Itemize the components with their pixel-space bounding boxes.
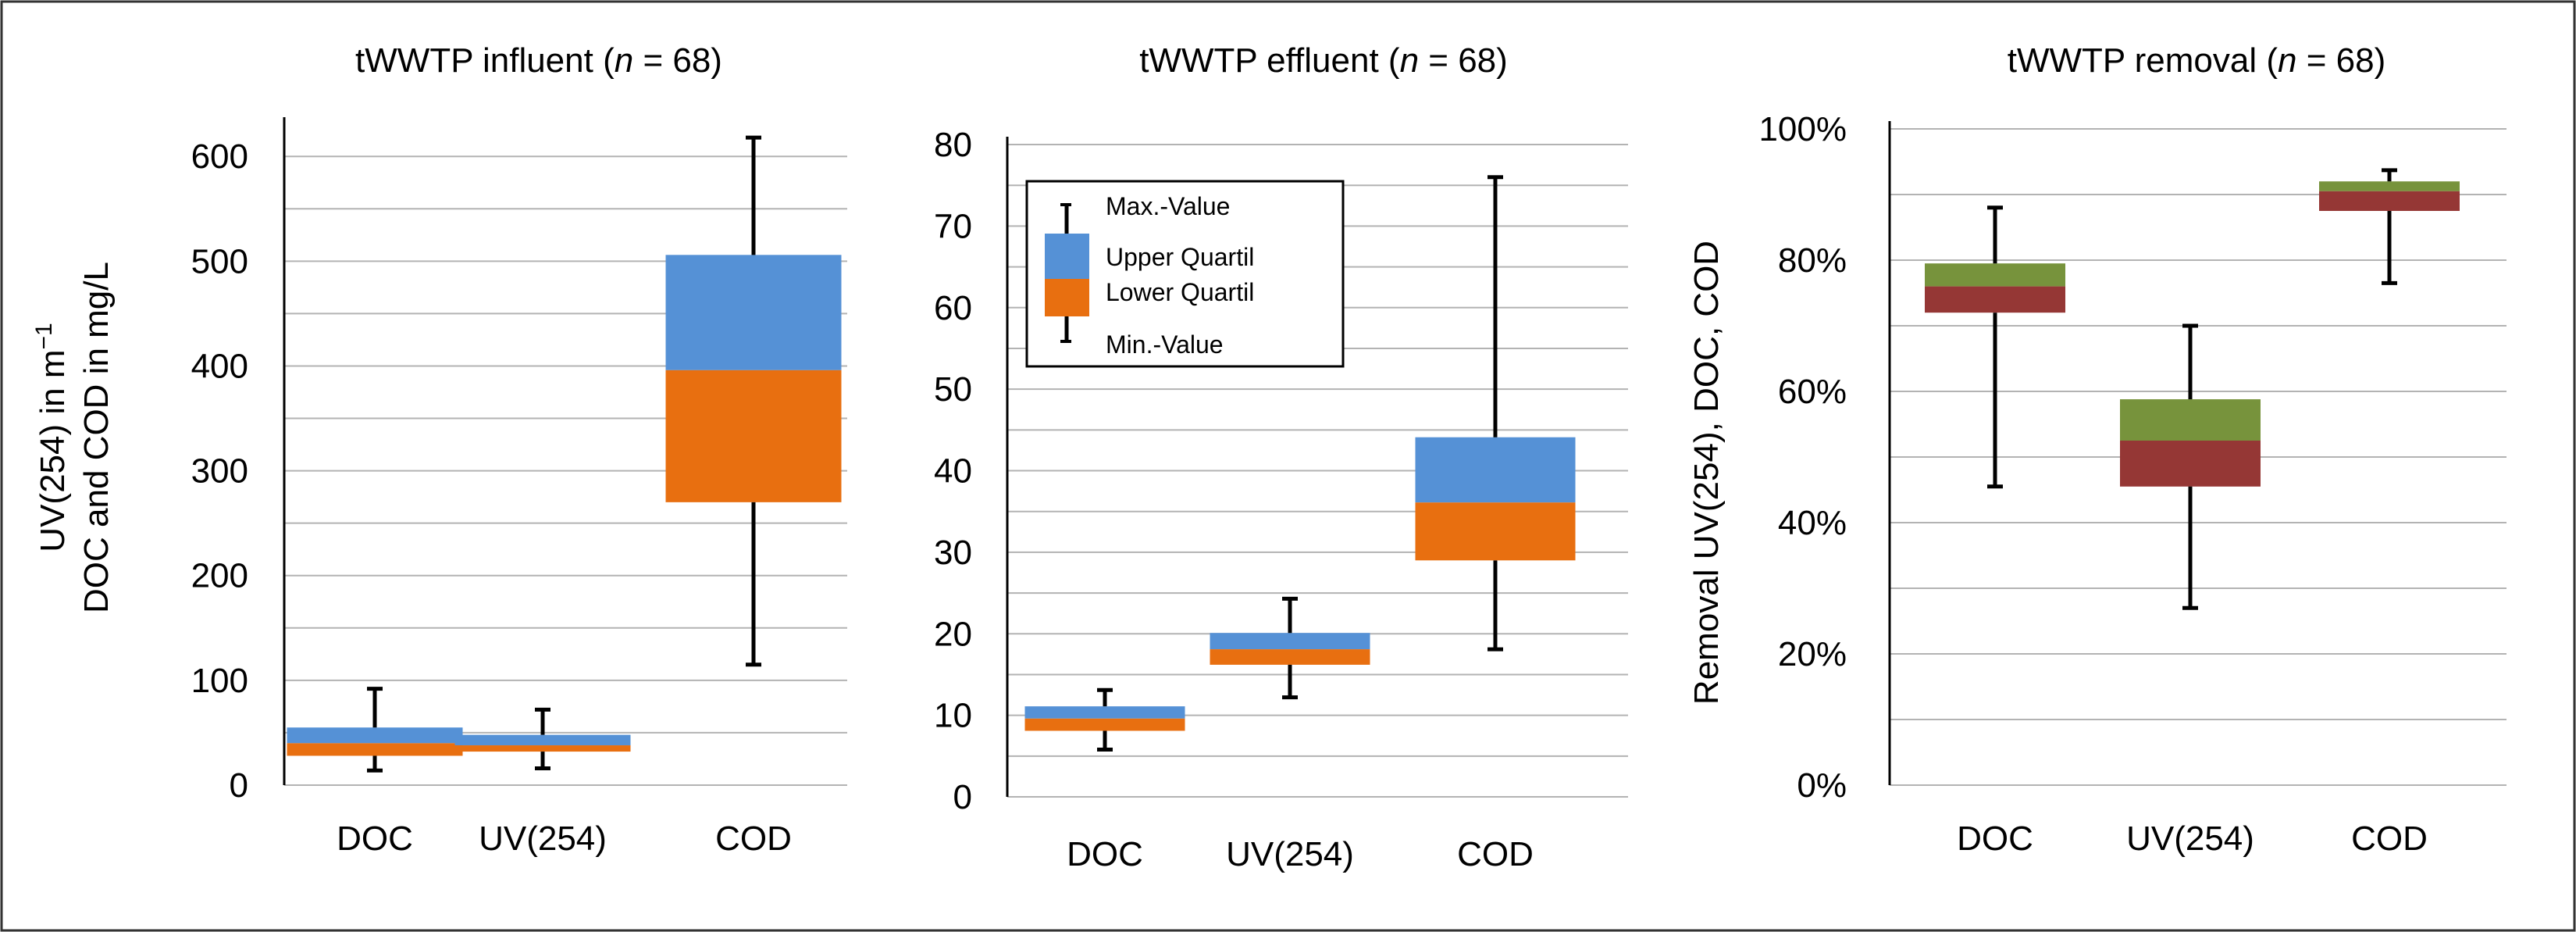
- removal-category-label: UV(254): [2126, 820, 2254, 858]
- effluent-lower-quartile-box: [1024, 718, 1185, 731]
- removal-y-tick-label: 20%: [1778, 635, 1847, 673]
- effluent-y-ticks: 0 10 20 30 40 50 60 70 80: [934, 126, 972, 816]
- influent-y-tick-label: 200: [191, 557, 248, 595]
- effluent-category-label: UV(254): [1226, 835, 1354, 873]
- influent-y-tick-label: 300: [191, 452, 248, 491]
- influent-category-label: DOC: [337, 820, 413, 858]
- influent-category-label: COD: [715, 820, 792, 858]
- legend-label-lower: Lower Quartil: [1106, 278, 1254, 306]
- influent-y-ticks: 0 100 200 300 400 500 600: [191, 137, 248, 805]
- removal-y-tick-label: 100%: [1758, 110, 1847, 148]
- influent-title: tWWTP influent (n = 68): [355, 41, 722, 80]
- effluent-panel: tWWTP effluent (n = 68) 0 10 20 30 40 50 60 70 8…: [934, 41, 1628, 873]
- influent-y-tick-label: 400: [191, 347, 248, 385]
- effluent-lower-quartile-box: [1210, 649, 1370, 665]
- effluent-category-label: COD: [1457, 835, 1534, 873]
- legend-label-min: Min.-Value: [1106, 330, 1224, 359]
- influent-y-tick-label: 500: [191, 242, 248, 280]
- effluent-category-label: DOC: [1067, 835, 1143, 873]
- removal-category-label: DOC: [1957, 820, 2033, 858]
- influent-lower-quartile-box: [454, 745, 631, 752]
- legend-label-upper: Upper Quartil: [1106, 243, 1254, 271]
- influent-y-axis-label-line1: UV(254) in m−1: [31, 323, 73, 552]
- effluent-upper-quartile-box: [1415, 437, 1576, 503]
- removal-y-axis-label: Removal UV(254), DOC, COD: [1687, 241, 1726, 705]
- removal-upper-quartile-box: [2319, 181, 2460, 191]
- influent-lower-quartile-box: [665, 370, 842, 502]
- influent-upper-quartile-box: [287, 727, 463, 744]
- legend: Max.-Value Upper Quartil Lower Quartil M…: [1025, 180, 1345, 368]
- removal-category-label: COD: [2351, 820, 2428, 858]
- removal-y-tick-label: 0%: [1797, 766, 1847, 805]
- influent-boxes: [287, 135, 842, 773]
- effluent-y-tick-label: 50: [934, 370, 972, 409]
- removal-upper-quartile-box: [1925, 263, 2065, 287]
- removal-y-tick-label: 40%: [1778, 504, 1847, 542]
- influent-upper-quartile-box: [665, 255, 842, 370]
- influent-categories: DOC UV(254) COD: [337, 820, 792, 858]
- influent-y-axis-label-line2: DOC and COD in mg/L: [77, 262, 116, 613]
- removal-categories: DOC UV(254) COD: [1957, 820, 2428, 858]
- legend-lower-swatch: [1045, 279, 1089, 316]
- effluent-y-tick-label: 80: [934, 126, 972, 164]
- effluent-title: tWWTP effluent (n = 68): [1139, 41, 1508, 80]
- effluent-y-tick-label: 0: [953, 778, 972, 816]
- effluent-upper-quartile-box: [1210, 633, 1370, 650]
- effluent-categories: DOC UV(254) COD: [1067, 835, 1534, 873]
- influent-panel: tWWTP influent (n = 68) UV(254) in m−1 D…: [31, 41, 847, 858]
- legend-label-max: Max.-Value: [1106, 192, 1230, 220]
- removal-lower-quartile-box: [2319, 191, 2460, 211]
- removal-lower-quartile-box: [1925, 286, 2065, 313]
- effluent-y-tick-label: 60: [934, 289, 972, 327]
- influent-y-tick-label: 600: [191, 137, 248, 176]
- effluent-y-tick-label: 40: [934, 452, 972, 491]
- removal-title: tWWTP removal (n = 68): [2008, 41, 2386, 80]
- effluent-y-tick-label: 10: [934, 697, 972, 735]
- effluent-lower-quartile-box: [1415, 502, 1576, 561]
- removal-y-tick-label: 60%: [1778, 373, 1847, 411]
- removal-upper-quartile-box: [2120, 399, 2261, 441]
- removal-boxes: [1925, 168, 2460, 610]
- influent-y-tick-label: 0: [230, 766, 248, 805]
- legend-upper-swatch: [1045, 234, 1089, 279]
- influent-upper-quartile-box: [454, 734, 631, 746]
- removal-lower-quartile-box: [2120, 441, 2261, 487]
- effluent-upper-quartile-box: [1024, 706, 1185, 719]
- effluent-y-tick-label: 70: [934, 207, 972, 245]
- removal-y-tick-label: 80%: [1778, 241, 1847, 280]
- effluent-boxes: [1024, 175, 1576, 752]
- influent-y-tick-label: 100: [191, 662, 248, 700]
- effluent-y-tick-label: 30: [934, 534, 972, 572]
- removal-y-ticks: 0% 20% 40% 60% 80% 100%: [1758, 110, 1847, 805]
- removal-panel: tWWTP removal (n = 68) Removal UV(254), …: [1687, 41, 2507, 858]
- influent-category-label: UV(254): [479, 820, 607, 858]
- effluent-y-tick-label: 20: [934, 615, 972, 653]
- influent-lower-quartile-box: [287, 743, 463, 756]
